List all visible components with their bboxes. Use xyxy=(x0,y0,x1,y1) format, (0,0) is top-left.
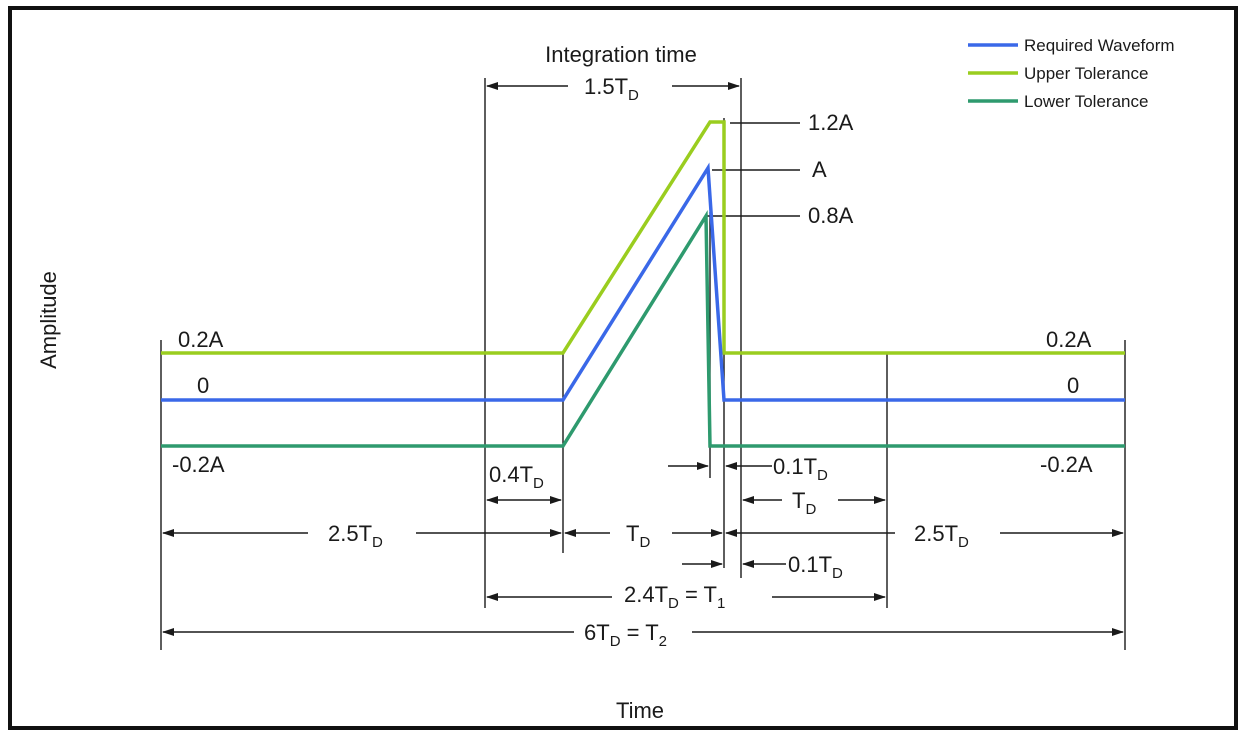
label-peak: A xyxy=(812,157,827,182)
label-zero-left: 0 xyxy=(197,373,209,398)
dim-right-span: 2.5TD xyxy=(914,521,969,551)
label-zero-right: 0 xyxy=(1067,373,1079,398)
peak-leaders xyxy=(706,122,800,217)
dim-t1: 2.4TD = T1 xyxy=(624,582,725,612)
dim-integration: 1.5TD xyxy=(584,74,639,104)
dim-fall-offset-bottom: 0.1TD xyxy=(788,552,843,582)
upper-tolerance-line xyxy=(161,120,1125,355)
extension-lines xyxy=(160,78,1126,650)
legend-label-lower: Lower Tolerance xyxy=(1024,92,1148,111)
dim-rise: TD xyxy=(626,521,650,551)
label-lower-right: -0.2A xyxy=(1040,452,1093,477)
x-axis-label: Time xyxy=(616,698,664,723)
label-upper-left: 0.2A xyxy=(178,327,224,352)
dim-rise-offset: 0.4TD xyxy=(489,462,544,492)
figure-border xyxy=(8,6,1238,730)
legend-label-required: Required Waveform xyxy=(1024,36,1175,55)
integration-time-title: Integration time xyxy=(545,42,697,67)
legend: Required Waveform Upper Tolerance Lower … xyxy=(968,36,1175,111)
label-peak-upper: 1.2A xyxy=(808,110,854,135)
legend-label-upper: Upper Tolerance xyxy=(1024,64,1148,83)
dim-fall-offset-top: 0.1TD xyxy=(773,454,828,484)
lower-tolerance-line xyxy=(161,210,1125,448)
dim-td-right: TD xyxy=(792,488,816,518)
dim-left-span: 2.5TD xyxy=(328,521,383,551)
label-lower-left: -0.2A xyxy=(172,452,225,477)
label-upper-right: 0.2A xyxy=(1046,327,1092,352)
label-peak-lower: 0.8A xyxy=(808,203,854,228)
dim-t2: 6TD = T2 xyxy=(584,620,667,650)
y-axis-label: Amplitude xyxy=(36,271,61,369)
required-waveform-line xyxy=(161,162,1125,402)
